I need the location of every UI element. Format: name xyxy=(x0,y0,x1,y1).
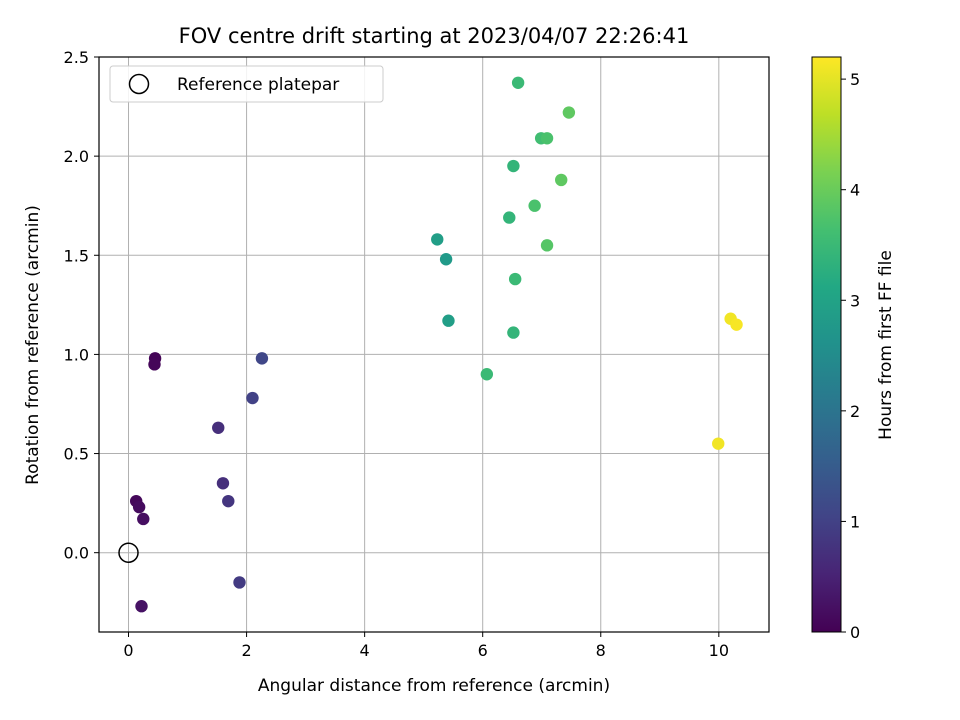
data-point xyxy=(540,132,554,145)
data-point xyxy=(132,500,146,514)
data-point xyxy=(255,352,269,365)
plot-area-frame xyxy=(98,56,770,633)
data-point xyxy=(442,314,455,327)
data-point xyxy=(480,368,494,381)
x-axis-ticks: 0 2 4 6 8 10 xyxy=(123,632,729,660)
data-point xyxy=(212,421,225,434)
y-tick-label: 2.0 xyxy=(64,147,89,166)
colorbar-tick-label: 2 xyxy=(850,402,860,421)
colorbar-gradient xyxy=(811,56,842,633)
x-tick-label: 4 xyxy=(360,641,370,660)
x-tick-label: 6 xyxy=(478,641,488,660)
chart-title: FOV centre drift starting at 2023/04/07 … xyxy=(179,24,690,48)
reference-platepar-marker xyxy=(118,542,139,563)
x-tick-label: 10 xyxy=(709,641,729,660)
y-tick-label: 0.5 xyxy=(64,445,89,464)
x-tick-label: 0 xyxy=(123,641,133,660)
data-point xyxy=(511,76,525,89)
legend: Reference platepar xyxy=(109,65,384,103)
legend-box xyxy=(109,65,384,103)
data-point xyxy=(562,106,576,119)
data-point xyxy=(233,576,246,589)
colorbar-tick-label: 0 xyxy=(850,623,860,642)
y-tick-label: 2.5 xyxy=(64,48,89,67)
data-point xyxy=(528,199,541,212)
x-tick-label: 2 xyxy=(241,641,251,660)
data-point xyxy=(135,600,148,613)
data-point xyxy=(508,272,522,286)
colorbar-tick-label: 1 xyxy=(850,512,860,531)
data-point xyxy=(730,318,743,331)
x-axis-label: Angular distance from reference (arcmin) xyxy=(258,676,610,696)
data-point xyxy=(222,494,235,508)
data-point xyxy=(137,512,150,526)
colorbar-ticks: 0 1 2 3 4 5 xyxy=(841,70,860,642)
legend-marker-open-circle xyxy=(128,73,150,95)
colorbar-label: Hours from first FF file xyxy=(876,250,896,440)
data-point xyxy=(439,253,453,266)
y-tick-label: 1.5 xyxy=(64,246,89,265)
colorbar-tick-label: 3 xyxy=(850,291,860,310)
x-tick-label: 8 xyxy=(596,641,606,660)
grid-lines xyxy=(99,56,769,632)
data-point xyxy=(712,437,725,450)
data-point xyxy=(503,211,516,224)
data-point xyxy=(216,477,230,490)
data-point xyxy=(431,233,444,246)
data-point xyxy=(507,159,520,173)
y-axis-label: Rotation from reference (arcmin) xyxy=(23,205,43,485)
y-tick-label: 1.0 xyxy=(64,345,89,364)
colorbar-tick-label: 5 xyxy=(850,70,860,89)
data-point xyxy=(246,391,259,405)
data-point xyxy=(540,239,554,252)
data-point xyxy=(148,358,161,371)
y-tick-label: 0.0 xyxy=(64,544,89,563)
data-point xyxy=(555,173,568,187)
data-point xyxy=(507,326,520,339)
colorbar-tick-label: 4 xyxy=(850,181,860,200)
data-points xyxy=(118,76,743,613)
y-axis-ticks: 0.0 0.5 1.0 1.5 2.0 2.5 xyxy=(64,48,99,563)
colorbar: 0 1 2 3 4 5 Hours from first FF file xyxy=(811,56,896,642)
legend-label: Reference platepar xyxy=(177,75,339,95)
